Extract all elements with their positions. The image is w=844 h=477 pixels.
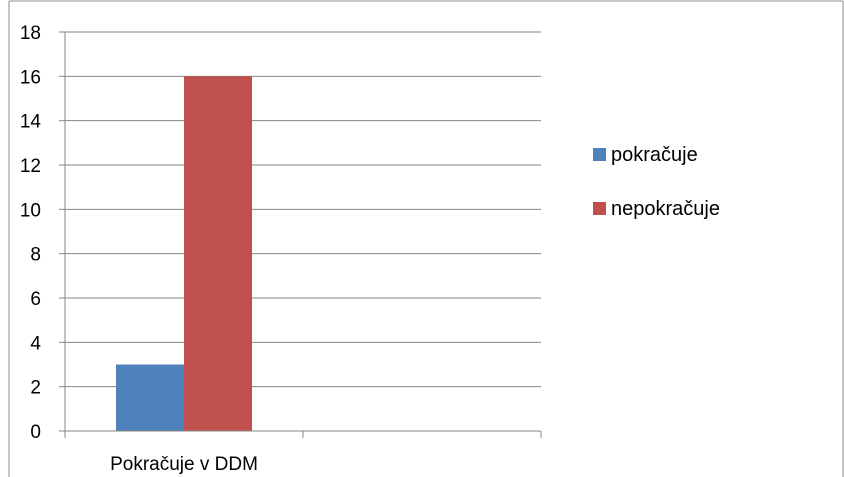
- y-tick-label-10: 10: [20, 200, 41, 221]
- y-tick-label-0: 0: [30, 422, 41, 443]
- bar-nepokracuje-0: [184, 76, 252, 431]
- y-tick-label-4: 4: [30, 333, 41, 354]
- legend-swatch-1: [593, 202, 606, 215]
- y-tick-label-6: 6: [30, 289, 41, 310]
- y-tick-label-18: 18: [20, 23, 41, 44]
- tick-labels: 0 2 4 6 8 10 12 14 16 18 Pokračuje v DDM: [20, 23, 258, 475]
- legend-swatch-0: [593, 148, 606, 161]
- x-tick-label-0: Pokračuje v DDM: [110, 454, 258, 475]
- axes: [59, 31, 542, 438]
- y-tick-label-12: 12: [20, 156, 41, 177]
- legend-label-1: nepokračuje: [611, 198, 720, 220]
- y-tick-label-8: 8: [30, 245, 41, 266]
- legend-label-0: pokračuje: [611, 144, 698, 166]
- bar-pokracuje-0: [116, 364, 184, 431]
- gridlines: [65, 31, 541, 388]
- y-tick-label-2: 2: [30, 378, 41, 399]
- y-tick-label-16: 16: [20, 67, 41, 88]
- bars: [116, 76, 252, 431]
- legend: pokračuje nepokračuje: [593, 144, 720, 220]
- y-tick-label-14: 14: [20, 112, 42, 133]
